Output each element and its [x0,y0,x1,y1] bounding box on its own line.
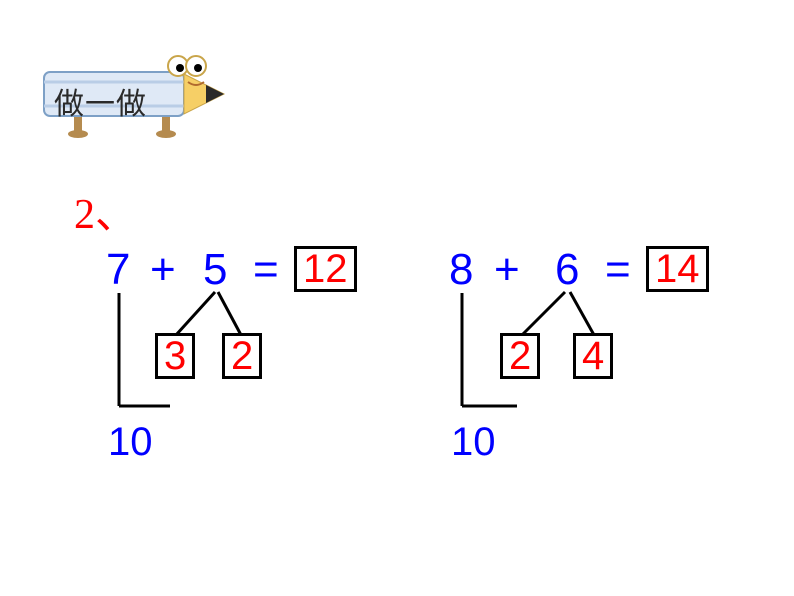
p1-equals: = [253,245,279,295]
header-label: 做一做 [54,79,147,123]
p2-diag-left [522,292,565,335]
p2-addend2: 6 [555,245,579,295]
stage: 做一做 2、 7+5=1232108+6=142410 [0,0,794,596]
p1-addend1: 7 [106,245,130,295]
p1-split-right-box: 2 [222,333,262,379]
p2-equals: = [605,245,631,295]
p1-result-box: 12 [294,246,357,292]
p2-split-left-box: 2 [500,333,540,379]
section-number: 2、 [74,180,137,241]
p1-diag-left [176,292,215,335]
p1-split-left-box: 3 [155,333,195,379]
p1-diag-right [218,292,241,335]
p2-ten-label: 10 [451,420,496,465]
p2-diag-right [570,292,594,335]
header-mascot: 做一做 [38,54,226,140]
p2-plus: + [494,245,520,295]
p1-addend2: 5 [203,245,227,295]
p1-plus: + [150,245,176,295]
p2-result-box: 14 [646,246,709,292]
p2-split-right-box: 4 [573,333,613,379]
p1-ten-label: 10 [108,420,153,465]
p2-addend1: 8 [449,245,473,295]
